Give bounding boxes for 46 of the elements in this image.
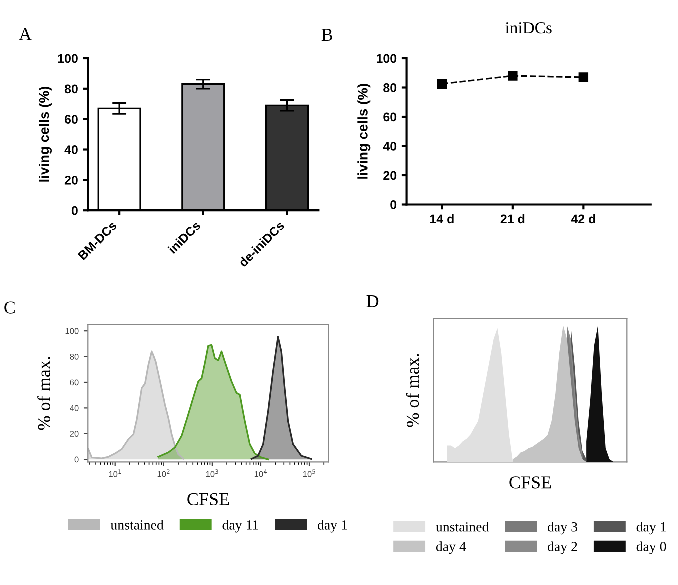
chart-title: iniDCs bbox=[506, 22, 552, 34]
x-tick-label: 21 d bbox=[500, 214, 525, 224]
legend-label: day 2 bbox=[548, 542, 578, 554]
x-tick-label: 42 d bbox=[571, 214, 596, 224]
text: D bbox=[366, 296, 379, 308]
legend-label: unstained bbox=[110, 520, 164, 530]
legend-label: day 1 bbox=[318, 520, 348, 533]
x-tick-label: 10$^{3}$ bbox=[206, 470, 218, 478]
y-tick-label: 0 bbox=[72, 206, 78, 216]
y-tick-label: 80 bbox=[70, 354, 79, 360]
y-tick-label: 40 bbox=[64, 146, 78, 154]
x-axis-title: CFSE bbox=[510, 476, 552, 489]
y-tick-label: 80 bbox=[384, 84, 397, 92]
y-tick-label: 60 bbox=[384, 112, 397, 122]
y-axis-title: % of max. bbox=[406, 354, 420, 428]
legend-label: day 11 bbox=[222, 520, 258, 533]
x-tick-label: 10$^{4}$ bbox=[254, 470, 268, 478]
legend-label: unstained bbox=[436, 522, 490, 532]
y-tick-label: 20 bbox=[64, 176, 78, 185]
x-tick-label: 14 d bbox=[430, 214, 454, 224]
y-tick-label: 20 bbox=[70, 431, 79, 437]
y-tick-label: 60 bbox=[64, 115, 78, 124]
x-tick-label: 10$^{1}$ bbox=[109, 470, 122, 478]
y-axis-title: living cells (%) bbox=[358, 84, 371, 179]
legend-label: day 1 bbox=[636, 522, 666, 535]
x-tick-label: 10$^{5}$ bbox=[303, 470, 316, 478]
y-tick-label: 40 bbox=[70, 405, 79, 412]
y-tick-label: 20 bbox=[384, 171, 397, 180]
text: A bbox=[19, 28, 32, 40]
y-axis-title: % of max. bbox=[38, 357, 51, 430]
y-tick-label: 100 bbox=[377, 54, 397, 64]
legend-label: day 4 bbox=[436, 542, 466, 554]
text: B bbox=[322, 29, 333, 42]
y-tick-label: 100 bbox=[58, 54, 78, 64]
legend-label: day 3 bbox=[548, 522, 578, 535]
y-tick-label: 80 bbox=[64, 84, 78, 94]
y-tick-label: 0 bbox=[74, 456, 79, 463]
y-tick-label: 0 bbox=[390, 200, 397, 210]
x-axis-title: CFSE bbox=[188, 493, 230, 506]
y-tick-label: 100 bbox=[66, 328, 79, 334]
text: C bbox=[4, 302, 15, 314]
y-tick-label: 40 bbox=[383, 142, 397, 151]
y-axis-title: living cells (%) bbox=[39, 87, 52, 182]
y-tick-label: 60 bbox=[70, 380, 79, 386]
x-tick-label: 10$^{2}$ bbox=[158, 470, 170, 478]
legend-label: day 0 bbox=[636, 542, 666, 554]
